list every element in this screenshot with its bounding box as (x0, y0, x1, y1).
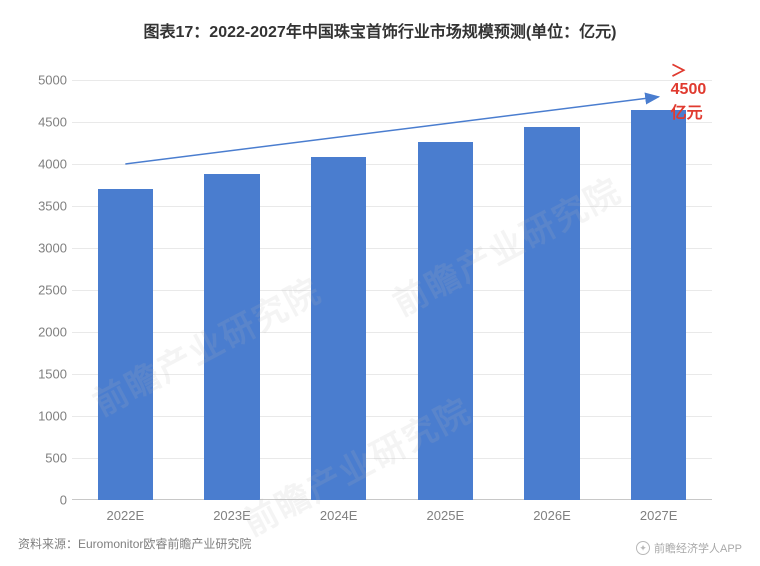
y-tick-label: 5000 (27, 73, 67, 88)
y-tick-label: 500 (27, 451, 67, 466)
trend-arrow (72, 80, 712, 500)
x-tick-label: 2023E (213, 508, 251, 523)
y-tick-label: 3000 (27, 241, 67, 256)
chart-title: 图表17：2022-2027年中国珠宝首饰行业市场规模预测(单位：亿元) (0, 0, 760, 42)
brand-icon: ✦ (636, 541, 650, 555)
y-tick-label: 4000 (27, 157, 67, 172)
source-label: 资料来源：Euromonitor欧睿前瞻产业研究院 (18, 535, 251, 552)
brand-text: 前瞻经济学人APP (654, 540, 742, 556)
y-tick-label: 2000 (27, 325, 67, 340)
annotation-label: ＞4500亿元 (671, 57, 712, 123)
y-tick-label: 0 (27, 493, 67, 508)
y-tick-label: 3500 (27, 199, 67, 214)
x-tick-label: 2026E (533, 508, 571, 523)
x-tick-label: 2025E (427, 508, 465, 523)
chart-plot-area: 0500100015002000250030003500400045005000… (72, 80, 712, 500)
y-tick-label: 4500 (27, 115, 67, 130)
y-tick-label: 1000 (27, 409, 67, 424)
x-tick-label: 2027E (640, 508, 678, 523)
x-tick-label: 2024E (320, 508, 358, 523)
y-tick-label: 1500 (27, 367, 67, 382)
x-tick-label: 2022E (107, 508, 145, 523)
y-tick-label: 2500 (27, 283, 67, 298)
brand-watermark: ✦ 前瞻经济学人APP (636, 540, 742, 556)
